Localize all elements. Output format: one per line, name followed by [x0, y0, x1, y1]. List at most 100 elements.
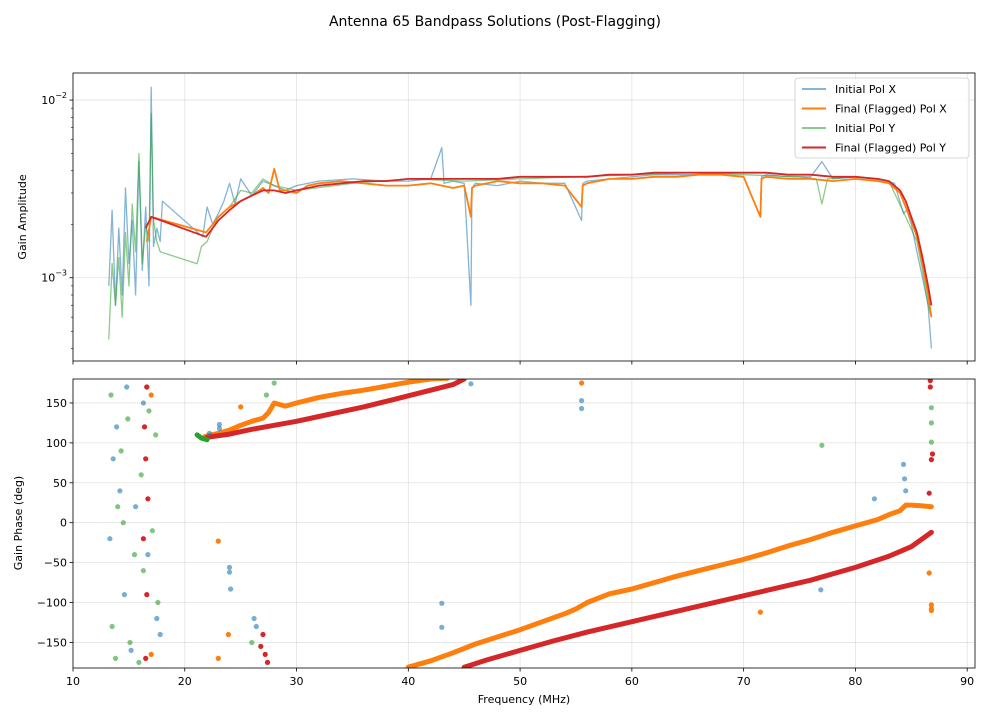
- amplitude-y-ticks: 10−3 10−2: [41, 91, 73, 349]
- phase-point-initial-pol-x: [579, 398, 585, 404]
- legend: Initial Pol X Final (Flagged) Pol X Initia…: [794, 77, 970, 159]
- phase-point-initial-pol-y: [271, 380, 277, 386]
- phase-point-initial-pol-x: [253, 623, 259, 630]
- phase-x-ticks: 10 20 30 40 50 60 70 80 90: [66, 668, 974, 688]
- phase-point-final-flagged-pol-x: [579, 380, 585, 386]
- phase-point-final-flagged-pol-y: [262, 651, 268, 658]
- phase-y-tick-label: −100: [37, 597, 67, 610]
- phase-point-initial-pol-y: [819, 442, 825, 448]
- phase-point-initial-pol-y: [263, 392, 269, 398]
- amplitude-panel: 10−3 10−2 Gain Amplitude Initial Pol X Fin…: [16, 72, 976, 365]
- phase-point-initial-pol-y: [146, 408, 152, 414]
- legend-label: Final (Flagged) Pol X: [835, 103, 947, 116]
- phase-point-initial-pol-x: [216, 421, 222, 428]
- legend-frame: [794, 77, 970, 159]
- phase-series: [194, 379, 934, 668]
- phase-point-initial-pol-x: [124, 384, 130, 390]
- phase-point-initial-pol-x: [439, 600, 445, 606]
- phase-point-final-flagged-pol-x: [215, 538, 221, 544]
- phase-band-final-flagged-pol-y: [204, 379, 467, 440]
- amplitude-y-tick-label: 10−2: [41, 91, 67, 107]
- phase-point-initial-pol-y: [928, 439, 935, 445]
- phase-point-final-flagged-pol-x: [928, 602, 935, 608]
- phase-band-initial-pol-y: [194, 432, 210, 443]
- amplitude-series-final-flagged-pol-x: [145, 167, 933, 318]
- x-tick-label: 50: [513, 675, 527, 688]
- phase-point-initial-pol-y: [131, 552, 138, 558]
- phase-point-final-flagged-pol-y: [927, 379, 933, 384]
- phase-scatter: [107, 379, 936, 666]
- phase-point-initial-pol-y: [115, 504, 121, 510]
- phase-point-initial-pol-y: [928, 405, 935, 411]
- phase-point-final-flagged-pol-x: [148, 651, 154, 658]
- phase-band-final-flagged-pol-y: [461, 529, 934, 668]
- phase-point-final-flagged-pol-x: [757, 609, 764, 615]
- legend-label: Initial Pol Y: [835, 122, 895, 135]
- phase-point-final-flagged-pol-x: [225, 631, 231, 638]
- legend-label: Initial Pol X: [835, 83, 896, 96]
- phase-point-initial-pol-x: [579, 405, 585, 412]
- x-tick-label: 80: [848, 675, 862, 688]
- phase-point-initial-pol-x: [818, 587, 824, 593]
- amplitude-x-ticks: [72, 361, 968, 365]
- phase-y-tick-label: −150: [37, 636, 67, 649]
- phase-grid: [72, 379, 975, 668]
- x-tick-label: 70: [737, 675, 751, 688]
- amplitude-y-label: Gain Amplitude: [16, 174, 29, 259]
- phase-point-initial-pol-y: [112, 655, 119, 662]
- phase-point-initial-pol-x: [206, 430, 212, 436]
- phase-plot-area: [73, 379, 975, 668]
- x-axis-label: Frequency (MHz): [478, 693, 570, 706]
- phase-point-initial-pol-x: [228, 586, 234, 592]
- phase-point-initial-pol-x: [110, 456, 116, 462]
- phase-y-tick-label: 100: [46, 437, 67, 450]
- phase-point-initial-pol-x: [140, 400, 146, 406]
- phase-point-initial-pol-x: [871, 496, 878, 502]
- phase-point-final-flagged-pol-x: [238, 404, 244, 410]
- phase-point-initial-pol-x: [903, 488, 909, 494]
- phase-point-final-flagged-pol-y: [141, 424, 148, 430]
- phase-point-initial-pol-x: [133, 504, 139, 510]
- phase-point-final-flagged-pol-y: [140, 536, 146, 542]
- phase-y-tick-label: 150: [46, 397, 67, 410]
- phase-point-initial-pol-y: [125, 416, 131, 422]
- phase-point-final-flagged-pol-x: [928, 606, 935, 612]
- phase-point-initial-pol-x: [114, 424, 120, 430]
- phase-point-initial-pol-x: [226, 564, 233, 571]
- phase-point-initial-pol-x: [900, 461, 907, 467]
- legend-label: Final (Flagged) Pol Y: [835, 142, 946, 155]
- phase-point-final-flagged-pol-y: [145, 496, 151, 502]
- phase-point-initial-pol-x: [121, 592, 127, 598]
- phase-point-final-flagged-pol-y: [144, 592, 150, 598]
- phase-point-initial-pol-x: [216, 425, 222, 432]
- phase-point-final-flagged-pol-y: [927, 384, 933, 390]
- phase-point-final-flagged-pol-y: [929, 451, 936, 457]
- phase-point-initial-pol-y: [109, 623, 115, 630]
- amplitude-series-initial-pol-y: [108, 112, 933, 340]
- phase-point-final-flagged-pol-y: [926, 490, 932, 496]
- phase-point-initial-pol-x: [128, 647, 134, 654]
- x-tick-label: 60: [625, 675, 639, 688]
- amplitude-series: [108, 86, 933, 349]
- x-tick-label: 20: [178, 675, 192, 688]
- phase-y-label: Gain Phase (deg): [12, 476, 25, 570]
- phase-point-initial-pol-x: [107, 536, 113, 542]
- phase-point-initial-pol-x: [145, 552, 151, 558]
- phase-point-initial-pol-x: [154, 615, 160, 622]
- phase-point-initial-pol-x: [251, 615, 257, 622]
- phase-y-tick-label: 0: [60, 517, 67, 530]
- phase-point-initial-pol-y: [249, 639, 255, 646]
- phase-point-initial-pol-y: [140, 568, 146, 574]
- phase-band-final-flagged-pol-x: [202, 379, 450, 439]
- amplitude-frame: [72, 72, 976, 362]
- phase-point-initial-pol-y: [120, 520, 126, 526]
- phase-point-initial-pol-y: [928, 420, 935, 426]
- phase-point-final-flagged-pol-x: [215, 655, 221, 662]
- phase-point-initial-pol-y: [155, 599, 161, 606]
- phase-point-initial-pol-y: [127, 639, 133, 646]
- phase-y-ticks: −150 −100 −50 0 50 100 150: [37, 397, 73, 649]
- amplitude-series-final-flagged-pol-y: [144, 171, 933, 306]
- phase-point-initial-pol-x: [439, 624, 445, 630]
